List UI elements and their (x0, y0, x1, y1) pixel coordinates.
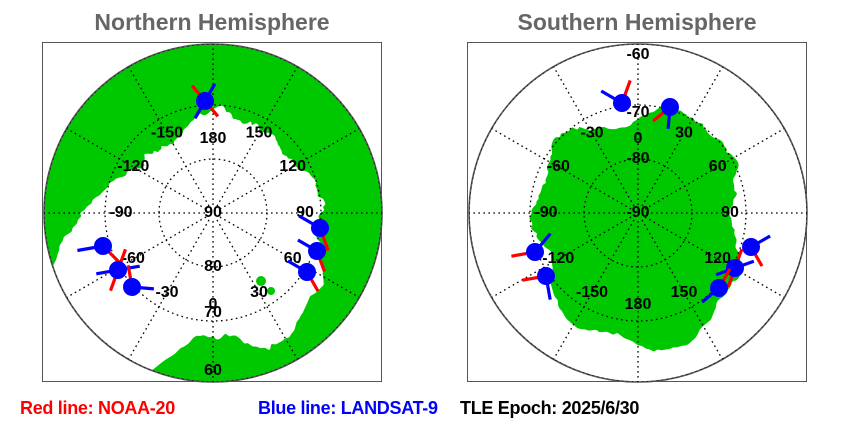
svg-text:60: 60 (709, 158, 727, 175)
svg-text:-120: -120 (117, 158, 149, 175)
svg-text:-90: -90 (626, 204, 649, 221)
svg-text:-30: -30 (155, 284, 178, 301)
svg-text:-60: -60 (626, 46, 649, 63)
svg-text:90: 90 (204, 204, 222, 221)
svg-text:70: 70 (204, 304, 222, 321)
svg-text:120: 120 (279, 158, 306, 175)
svg-text:90: 90 (721, 204, 739, 221)
svg-text:-80: -80 (626, 150, 649, 167)
svg-text:30: 30 (250, 284, 268, 301)
svg-text:80: 80 (204, 258, 222, 275)
svg-text:180: 180 (200, 130, 227, 147)
svg-text:-90: -90 (534, 204, 557, 221)
svg-text:60: 60 (204, 362, 222, 379)
svg-text:-150: -150 (576, 284, 608, 301)
svg-text:150: 150 (671, 284, 698, 301)
svg-text:-90: -90 (109, 204, 132, 221)
svg-text:-30: -30 (580, 125, 603, 142)
svg-text:30: 30 (675, 125, 693, 142)
svg-text:-120: -120 (542, 250, 574, 267)
svg-text:-60: -60 (547, 158, 570, 175)
svg-text:150: 150 (246, 125, 273, 142)
svg-text:0: 0 (634, 130, 643, 147)
svg-text:-150: -150 (151, 125, 183, 142)
svg-text:180: 180 (625, 296, 652, 313)
